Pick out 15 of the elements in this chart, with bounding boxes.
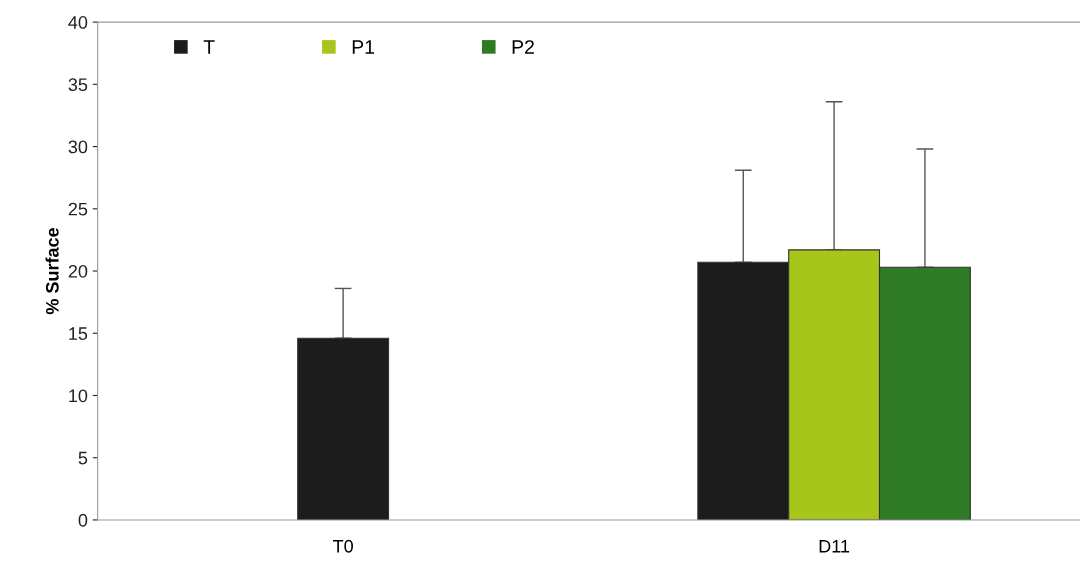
y-tick-label: 0 xyxy=(78,513,88,527)
y-axis-title: % Surface xyxy=(45,227,59,315)
x-tick-label: D11 xyxy=(819,540,850,553)
y-tick-label: 35 xyxy=(68,78,88,92)
legend-label: P2 xyxy=(512,40,534,54)
y-tick-label: 5 xyxy=(78,451,88,465)
legend-label: P1 xyxy=(352,40,375,54)
x-tick-label: T0 xyxy=(333,539,353,553)
y-tick-label: 10 xyxy=(69,389,88,403)
y-tick-label: 15 xyxy=(69,327,88,340)
y-tick-label: 30 xyxy=(68,140,88,154)
y-tick-label: 25 xyxy=(68,202,88,216)
y-tick-label: 40 xyxy=(68,16,88,29)
legend-label: T xyxy=(203,40,215,54)
y-tick-label: 20 xyxy=(68,264,88,278)
